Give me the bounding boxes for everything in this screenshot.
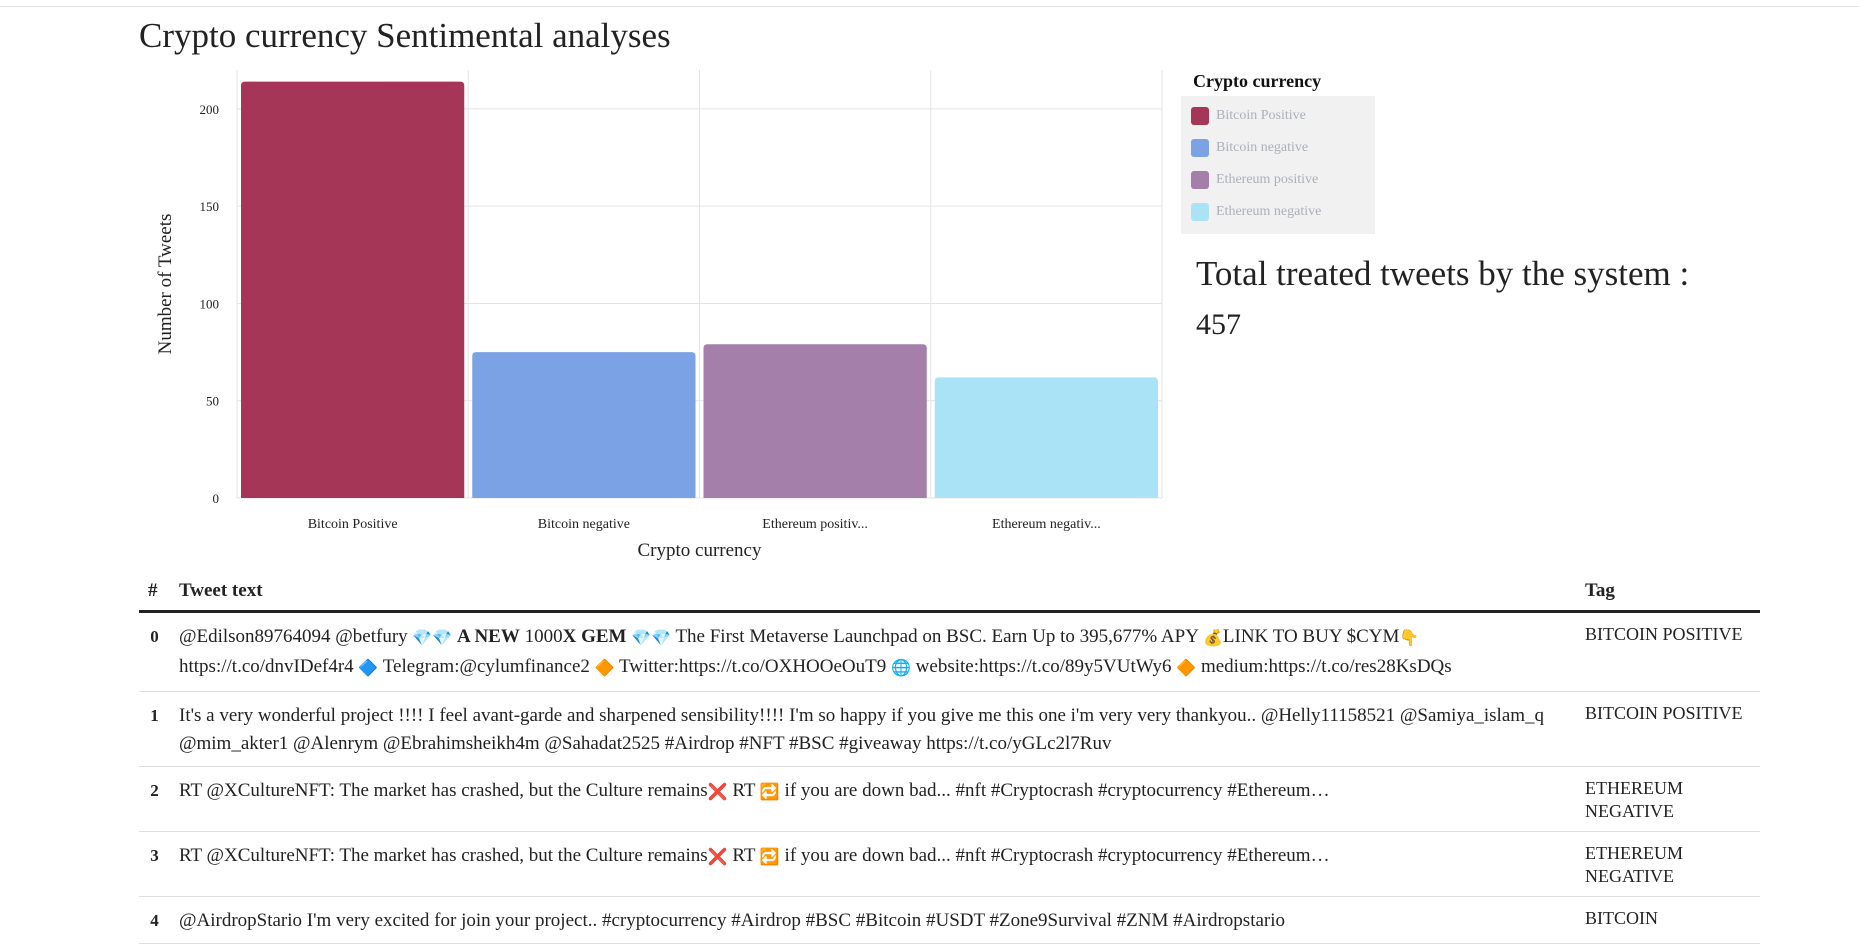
x-axis-title: Crypto currency: [638, 540, 762, 561]
bar-chart: 0 50 100 150 200 Bitcoin Positive Bitcoin nega…: [155, 70, 1163, 561]
tweet-text-segment: The First Metaverse Launchpad on BSC. Ea…: [671, 626, 1203, 647]
tweet-text-segment: https://t.co/dnvIDef4r4: [179, 656, 359, 677]
tweet-tag: ETHEREUM NEGATIVE: [1576, 831, 1760, 897]
x-tick-label: Bitcoin Positive: [308, 517, 398, 532]
bar-ethereum-positive: [703, 344, 927, 498]
legend-label: Ethereum positive: [1216, 172, 1319, 187]
column-header-index: #: [139, 574, 170, 613]
diamond-emoji-icon: 💎💎: [631, 630, 672, 647]
tweet-text-segment: medium:https://t.co/res28KsDQs: [1196, 656, 1452, 677]
blue-diamond-emoji-icon: 🔷: [358, 660, 379, 677]
y-tick-label: 50: [206, 394, 219, 409]
legend-item-ethereum-positive[interactable]: Ethereum positive: [1191, 169, 1318, 191]
table-row: 4 @AirdropStario I'm very excited for joi…: [139, 896, 1760, 944]
table-row: 1 It's a very wonderful project !!!! I fe…: [139, 691, 1760, 767]
row-index: 1: [139, 691, 170, 767]
tweet-text: RT @XCultureNFT: The market has crashed,…: [170, 831, 1576, 897]
legend-label: Bitcoin negative: [1216, 140, 1309, 155]
row-index: 3: [139, 831, 170, 897]
tweet-text-segment: X GEM: [562, 626, 627, 647]
y-axis-title: Number of Tweets: [155, 214, 176, 355]
x-tick-label: Bitcoin negative: [538, 517, 630, 532]
tweet-text-segment: website:https://t.co/89y5VUtWy6: [910, 656, 1177, 677]
orange-diamond-emoji-icon: 🔶: [1176, 660, 1197, 677]
table-header-row: # Tweet text Tag: [139, 574, 1760, 613]
cross-mark-emoji-icon: ❌: [707, 784, 728, 801]
top-divider: [0, 6, 1859, 7]
x-tick-label: Ethereum positiv...: [762, 517, 868, 532]
tweet-tag: BITCOIN POSITIVE: [1576, 611, 1760, 692]
column-header-tweet-text: Tweet text: [170, 574, 1576, 613]
table-row: 2 RT @XCultureNFT: The market has crashed…: [139, 766, 1760, 832]
tweet-text-segment: Telegram:@cylumfinance2: [378, 656, 595, 677]
legend-swatch: [1191, 203, 1209, 221]
table-row: 3 RT @XCultureNFT: The market has crashed…: [139, 831, 1760, 897]
row-index: 2: [139, 766, 170, 832]
legend-item-bitcoin-negative[interactable]: Bitcoin negative: [1191, 137, 1308, 159]
tweet-text: RT @XCultureNFT: The market has crashed,…: [170, 766, 1576, 832]
legend-item-bitcoin-positive[interactable]: Bitcoin Positive: [1191, 105, 1306, 127]
tweet-tag: BITCOIN: [1576, 896, 1760, 944]
tweet-text-segment: if you are down bad... #nft #Cryptocrash…: [779, 845, 1330, 866]
tweet-tag: BITCOIN POSITIVE: [1576, 691, 1760, 767]
tweet-text-segment: RT @XCultureNFT: The market has crashed,…: [179, 780, 708, 801]
diamond-emoji-icon: 💎💎: [412, 630, 453, 647]
pointing-down-emoji-icon: 👇: [1399, 630, 1420, 647]
column-header-tag: Tag: [1576, 574, 1760, 613]
legend-swatch: [1191, 171, 1209, 189]
tweet-text-segment: It's a very wonderful project !!!! I fee…: [179, 705, 1545, 754]
tweets-table: # Tweet text Tag 0 @Edilson89764094 @betf…: [139, 574, 1760, 944]
cross-mark-emoji-icon: ❌: [707, 849, 728, 866]
tweet-text-segment: Twitter:https://t.co/OXHOOeOuT9: [614, 656, 891, 677]
tweet-text-segment: @AirdropStario I'm very excited for join…: [179, 910, 1286, 931]
legend-swatch: [1191, 139, 1209, 157]
page-title: Crypto currency Sentimental analyses: [139, 16, 671, 55]
bar-ethereum-negative: [934, 377, 1158, 498]
tweet-text-segment: if you are down bad... #nft #Cryptocrash…: [779, 780, 1330, 801]
legend-title: Crypto currency: [1193, 71, 1322, 91]
table-row: 0 @Edilson89764094 @betfury 💎💎 A NEW 1000…: [139, 611, 1760, 692]
legend-item-ethereum-negative[interactable]: Ethereum negative: [1191, 201, 1321, 223]
y-tick-label: 100: [200, 296, 220, 311]
tweet-text-segment: RT @XCultureNFT: The market has crashed,…: [179, 845, 708, 866]
repeat-emoji-icon: 🔁: [759, 849, 780, 866]
tweet-text: @Edilson89764094 @betfury 💎💎 A NEW 1000X…: [170, 611, 1576, 692]
chart-legend: Bitcoin Positive Bitcoin negative Ethere…: [1181, 96, 1375, 234]
table-body: 0 @Edilson89764094 @betfury 💎💎 A NEW 1000…: [139, 611, 1760, 944]
money-bag-emoji-icon: 💰: [1202, 630, 1223, 647]
globe-emoji-icon: 🌐: [891, 660, 911, 677]
repeat-emoji-icon: 🔁: [759, 784, 780, 801]
row-index: 4: [139, 896, 170, 944]
y-tick-label: 200: [200, 102, 220, 117]
bar-bitcoin-negative: [472, 352, 696, 498]
tweet-text: @AirdropStario I'm very excited for join…: [170, 896, 1576, 944]
legend-label: Bitcoin Positive: [1216, 108, 1306, 123]
tweet-text: It's a very wonderful project !!!! I fee…: [170, 691, 1576, 767]
tweet-text-segment: RT: [727, 780, 760, 801]
legend-label: Ethereum negative: [1216, 204, 1322, 219]
y-tick-label: 0: [213, 491, 220, 506]
total-tweets-value: 457: [1196, 308, 1241, 341]
x-tick-label: Ethereum negativ...: [992, 517, 1101, 532]
orange-diamond-emoji-icon: 🔶: [594, 660, 615, 677]
tweet-text-segment: @Edilson89764094 @betfury: [179, 626, 413, 647]
y-tick-label: 150: [200, 199, 220, 214]
tweet-tag: ETHEREUM NEGATIVE: [1576, 766, 1760, 832]
tweet-text-segment: A NEW: [457, 626, 520, 647]
legend-swatch: [1191, 107, 1209, 125]
row-index: 0: [139, 611, 170, 692]
tweet-text-segment: RT: [727, 845, 760, 866]
total-tweets-label: Total treated tweets by the system :: [1196, 254, 1690, 293]
bar-bitcoin-positive: [241, 81, 465, 498]
tweet-text-segment: 1000: [519, 626, 563, 647]
tweet-text-segment: LINK TO BUY $CYM: [1222, 626, 1400, 647]
